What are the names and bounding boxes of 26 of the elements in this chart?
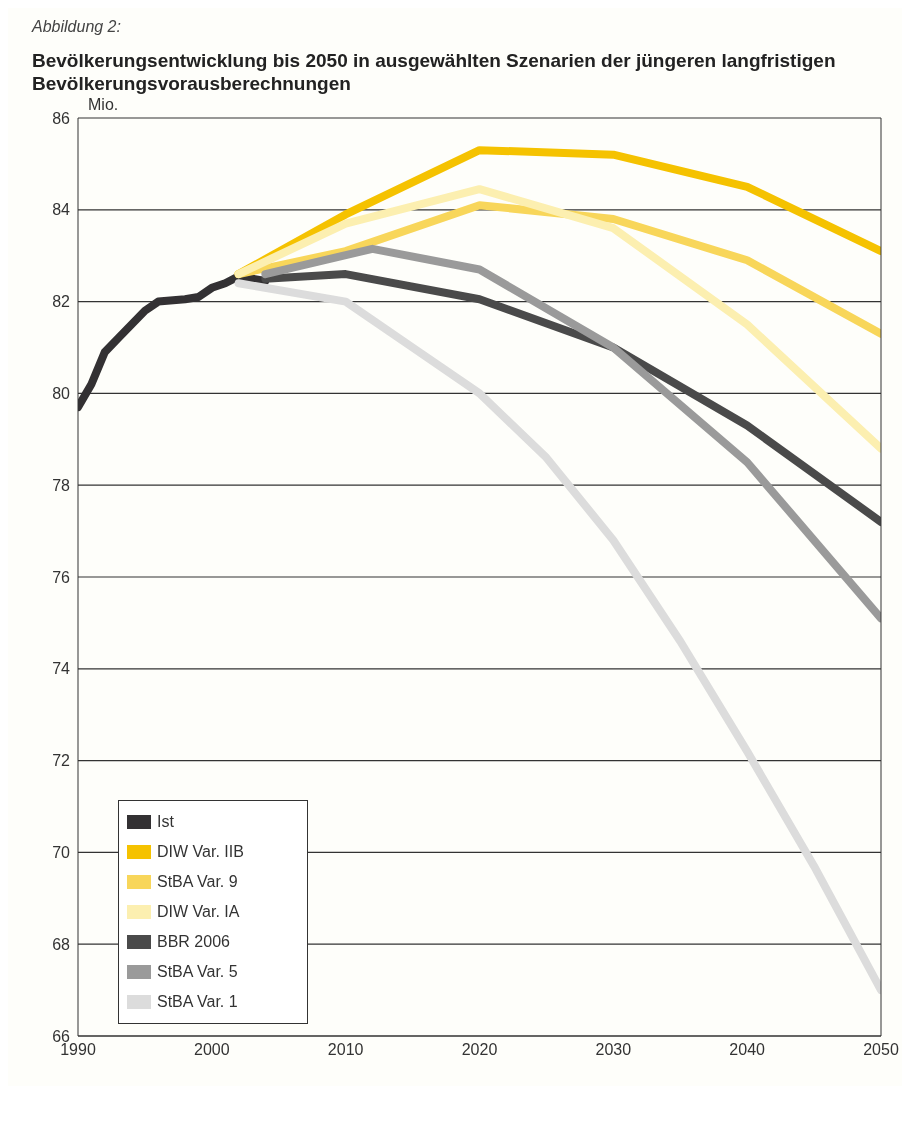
legend-label: StBA Var. 9: [157, 872, 238, 891]
y-tick-label: 82: [52, 292, 71, 310]
legend-label: DIW Var. IIB: [157, 842, 244, 861]
legend-label: StBA Var. 1: [157, 992, 238, 1011]
chart-title: Bevölkerungsentwicklung bis 2050 in ausgewählten Szenarien der jüngeren langfristigen Bevölkerungsvorausberechnungen: [32, 50, 837, 96]
y-tick-label: 86: [52, 109, 71, 127]
y-tick-label: 78: [52, 476, 71, 494]
x-tick-label: 2050: [863, 1040, 899, 1058]
x-tick-label: 2040: [729, 1040, 766, 1058]
x-tick-label: 2010: [327, 1040, 364, 1058]
x-tick-label: 2030: [595, 1040, 632, 1058]
y-tick-label: 76: [52, 568, 71, 586]
y-tick-label: 84: [52, 201, 71, 219]
legend-label: BBR 2006: [157, 932, 230, 951]
text: Abbildung 2:: [32, 18, 122, 36]
x-tick-label: 2020: [461, 1040, 498, 1058]
legend-label: DIW Var. IA: [157, 902, 240, 921]
y-tick-label: 74: [52, 660, 71, 678]
legend-label: StBA Var. 5: [157, 962, 238, 981]
y-tick-label: 68: [52, 935, 71, 953]
x-tick-label: 2000: [194, 1040, 230, 1058]
y-axis-title: Mio.: [88, 95, 119, 114]
y-tick-label: 72: [52, 751, 71, 769]
legend-label: Ist: [157, 812, 174, 831]
y-tick-label: 80: [52, 384, 71, 402]
y-tick-label: 70: [52, 843, 71, 861]
